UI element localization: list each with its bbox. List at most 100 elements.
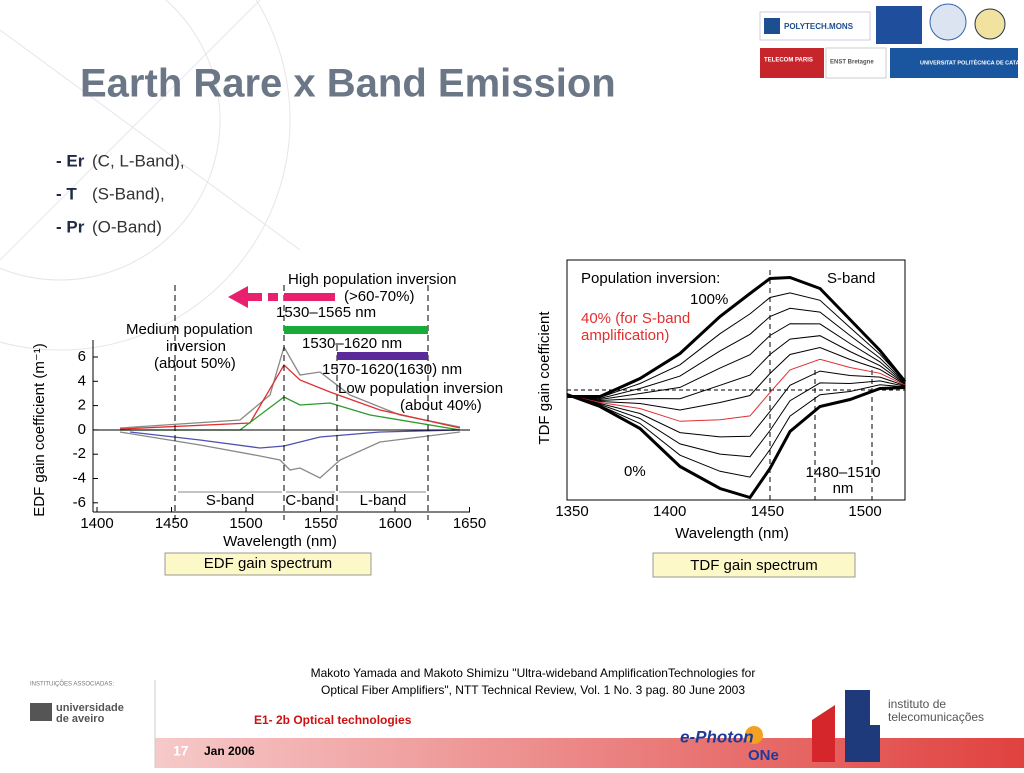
curve: [566, 384, 906, 478]
curve: [129, 429, 461, 449]
x-tick-label: 1400: [653, 503, 686, 520]
annotation: Medium population: [126, 321, 253, 338]
x-tick-label: 1650: [453, 515, 486, 532]
arrow: [228, 286, 262, 308]
x-tick-label: 1450: [155, 515, 188, 532]
curve: [119, 345, 461, 429]
aveiro-text: universidade: [56, 702, 124, 714]
y-tick-label: -6: [73, 494, 86, 511]
bullet-prefix: - Er: [56, 151, 85, 170]
curve: [566, 292, 906, 399]
project-logo: ONe: [748, 747, 779, 764]
citation: Makoto Yamada and Makoto Shimizu "Ultra-…: [311, 666, 756, 680]
dashed-lines: [174, 285, 429, 520]
annotation: S-band: [827, 270, 875, 287]
annotation: 1530–1565 nm: [276, 304, 376, 321]
y-tick-label: -4: [73, 469, 86, 486]
annotation: nm: [833, 480, 854, 497]
band-bar: [337, 352, 428, 360]
caption-box: [164, 552, 372, 576]
annotation: amplification): [581, 327, 669, 344]
annotation: 40% (for S-band: [581, 310, 690, 327]
x-tick-label: 1600: [378, 515, 411, 532]
logo-text: POLYTECH.MONS: [784, 22, 854, 31]
annotation: (about 50%): [154, 355, 236, 372]
associated-label: INSTITUIÇÕES ASSOCIADAS:: [30, 681, 114, 688]
annotation: 1530–1620 nm: [302, 335, 402, 352]
y-tick-label: -2: [73, 445, 86, 462]
x-tick-label: 1550: [304, 515, 337, 532]
logo-text: UNIVERSITAT POLITÈCNICA DE CATALUNYA: [920, 58, 1024, 66]
annotation: Low population inversion: [338, 380, 503, 397]
annotation: (about 40%): [400, 397, 482, 414]
band-bar: [284, 293, 335, 301]
curve: [566, 307, 906, 400]
page-number: 17: [173, 743, 189, 759]
curve: [566, 370, 906, 438]
logo-text: TELECOM PARIS: [764, 58, 813, 64]
curve: [566, 358, 906, 422]
annotation: inversion: [166, 338, 226, 355]
institute-text: instituto de: [888, 697, 946, 711]
citation: Optical Fiber Amplifiers", NTT Technical…: [321, 683, 745, 697]
x-tick-label: 1500: [848, 503, 881, 520]
x-tick-label: 1400: [80, 515, 113, 532]
curve: [567, 275, 907, 398]
annotation: 0%: [624, 463, 646, 480]
annotation: 1480–1510: [805, 464, 880, 481]
caption-box: [652, 552, 856, 578]
background-arcs: [0, 0, 301, 351]
logo-text: ENST Bretagne: [830, 60, 874, 66]
curve: [566, 335, 906, 402]
it-logo: [812, 705, 835, 762]
footer-bar: [155, 738, 1024, 768]
it-logo: [845, 690, 880, 762]
bullet-list: - Er (C, L-Band), - T (S-Band), - Pr (O-Band): [56, 151, 185, 236]
arrow: [268, 293, 278, 301]
band-bar: [284, 326, 428, 334]
bullet-text: (C, L-Band),: [92, 151, 185, 170]
bullet-prefix: - Pr: [56, 217, 85, 236]
curve: [119, 431, 461, 479]
band-label: C-band: [285, 492, 334, 509]
y-tick-label: 6: [78, 348, 86, 365]
tdf-figure: Population inversion: S-band 100%40% (for …: [536, 259, 907, 578]
annotation: Population inversion:: [581, 270, 720, 287]
curve: [566, 386, 906, 500]
x-tick-label: 1500: [229, 515, 262, 532]
institute-text: telecomunicações: [888, 710, 984, 724]
bullet-prefix: - T: [56, 184, 77, 203]
annotation: 1570-1620(1630) nm: [322, 361, 462, 378]
y-tick-label: 4: [78, 372, 86, 389]
annotation: 100%: [690, 291, 728, 308]
edf-figure: High population inversion(>60-70%)1530–1…: [31, 271, 503, 576]
caption: TDF gain spectrum: [690, 557, 818, 574]
y-axis-label: EDF gain coefficient (m⁻¹): [31, 343, 48, 517]
bullet-text: (S-Band),: [92, 184, 165, 203]
project-logo: e-Photon: [680, 727, 754, 746]
curve: [566, 323, 906, 401]
curve: [566, 380, 906, 458]
annotation: High population inversion: [288, 271, 456, 288]
caption: EDF gain spectrum: [204, 555, 332, 572]
course: E1- 2b Optical technologies: [254, 713, 412, 727]
bullet-text: (O-Band): [92, 217, 162, 236]
curve: [566, 346, 906, 411]
band-label: S-band: [206, 492, 254, 509]
title: Earth Rare x Band Emission: [80, 62, 616, 106]
ephoton-logo: [745, 726, 763, 744]
aveiro-text: de aveiro: [56, 713, 105, 725]
date: Jan 2006: [204, 744, 255, 758]
band-label: L-band: [360, 492, 407, 509]
x-tick-label: 1450: [751, 503, 784, 520]
aveiro-logo: [30, 703, 52, 721]
x-axis-label: Wavelength (nm): [223, 533, 337, 550]
x-tick-label: 1350: [555, 503, 588, 520]
x-axis-label: Wavelength (nm): [675, 525, 789, 542]
annotation: (>60-70%): [344, 288, 414, 305]
y-tick-label: 0: [78, 421, 86, 438]
y-tick-label: 2: [78, 397, 86, 414]
logos: POLYTECH.MONS TELECOM PARIS ENST Bretagn…: [759, 3, 1024, 79]
y-axis-label: TDF gain coefficient: [536, 311, 553, 445]
